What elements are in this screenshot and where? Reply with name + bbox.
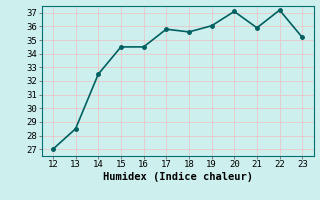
X-axis label: Humidex (Indice chaleur): Humidex (Indice chaleur) xyxy=(103,172,252,182)
